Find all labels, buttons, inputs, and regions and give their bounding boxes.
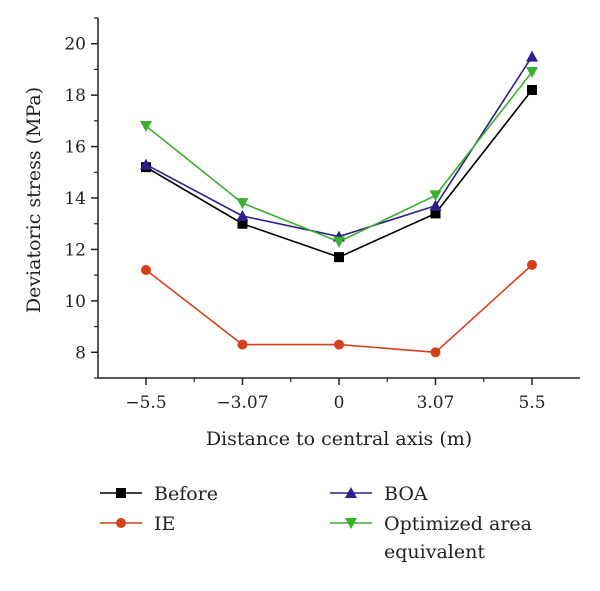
data-point-optimized-area-equivalent [526,67,538,78]
legend-label-optimized-area-equivalent: equivalent [384,541,485,563]
data-point-before [334,252,344,263]
data-point-boa [526,50,538,62]
y-tick-label: 14 [64,189,86,209]
legend-label-before: Before [154,483,218,505]
data-point-before [527,85,537,95]
x-tick-label: 3.07 [417,393,455,413]
data-point-ie [430,347,441,358]
data-point-before [237,218,248,229]
data-point-optimized-area-equivalent [236,198,249,210]
data-point-boa [140,158,152,170]
data-point-optimized-area-equivalent [429,190,442,202]
data-point-ie [237,339,248,350]
y-tick-label: 12 [64,240,86,260]
data-point-optimized-area-equivalent [140,121,152,132]
series-line-optimized-area-equivalent [145,71,533,243]
y-tick-label: 10 [64,292,86,312]
data-point-boa [429,199,442,211]
data-point-ie [141,265,151,275]
y-tick-label: 8 [75,343,86,363]
series-line-ie [145,264,533,354]
data-point-optimized-area-equivalent [333,236,345,248]
y-tick-label: 16 [64,138,86,158]
x-tick-label: −3.07 [216,393,268,413]
data-point-before [430,208,441,219]
y-axis-title: Deviatoric stress (MPa) [23,87,45,313]
x-tick-label: 0 [334,393,345,413]
y-tick-label: 20 [64,35,86,55]
legend-label-ie: IE [154,513,175,535]
data-point-boa [236,210,249,221]
legend-label-boa: BOA [384,483,428,505]
y-axis-ticks: 8 10 12 14 16 18 20 [64,17,98,379]
x-axis-title: Distance to central axis (m) [206,428,472,450]
x-axis-ticks: −5.5 −3.07 0 3.07 5.5 [125,378,546,413]
data-point-ie [527,259,537,270]
legend-marker-ie [116,518,126,528]
x-tick-label: −5.5 [125,393,166,413]
data-point-ie [334,339,344,350]
x-tick-label: 5.5 [518,393,545,413]
legend-label-optimized-area-equivalent: Optimized area [384,513,532,535]
legend-marker-boa [345,487,357,498]
axes [97,18,580,379]
y-tick-label: 18 [64,86,86,106]
series-lines [145,56,533,354]
series-markers [140,50,538,358]
legend-marker-before [116,488,126,498]
legend-marker-optimized-area-equivalent [345,518,357,529]
legend: Before IE BOA Optimized area equivalent [100,483,532,563]
